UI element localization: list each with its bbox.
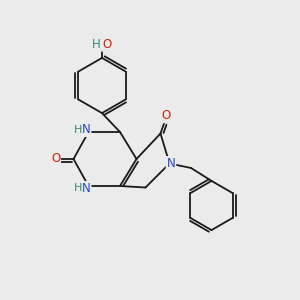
Text: N: N bbox=[82, 182, 91, 195]
Text: O: O bbox=[161, 109, 170, 122]
Text: O: O bbox=[51, 152, 60, 166]
Text: O: O bbox=[103, 38, 112, 51]
Text: N: N bbox=[167, 157, 176, 170]
Text: H: H bbox=[74, 124, 82, 135]
Text: H: H bbox=[74, 183, 82, 194]
Text: H: H bbox=[92, 38, 101, 51]
Text: N: N bbox=[82, 123, 91, 136]
